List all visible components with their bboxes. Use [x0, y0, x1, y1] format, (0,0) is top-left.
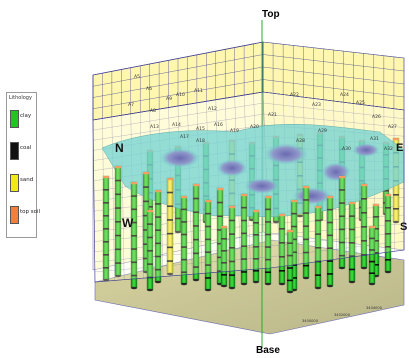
borehole-label: A17	[180, 134, 189, 140]
borehole-label: A27	[388, 124, 397, 130]
borehole-label: A11	[194, 88, 203, 94]
west-label: W	[122, 216, 134, 230]
front-boreholes	[102, 165, 392, 294]
legend-label: sand	[20, 177, 34, 183]
borehole-label: A26	[372, 114, 381, 120]
borehole-label: A22	[290, 92, 299, 98]
borehole-label: A15	[196, 126, 205, 132]
sand-swatch	[10, 174, 19, 192]
scale-ticks: 3400000 3402000 3404000	[302, 306, 383, 323]
cube-floor	[94, 239, 405, 335]
legend-title: Lithology	[9, 95, 32, 101]
borehole-label: A5	[134, 74, 140, 80]
top-soil-swatch	[10, 206, 19, 224]
scale-tick-label: 3402000	[334, 313, 351, 317]
lithology-legend: Lithology clay coal sand top soil	[6, 92, 40, 238]
legend-item-coal: coal	[7, 140, 36, 165]
legend-item-clay: clay	[7, 108, 36, 133]
borehole-label: A7	[128, 102, 134, 108]
south-label: S	[400, 221, 408, 233]
borehole-label: A6	[146, 86, 152, 92]
borehole-label: A24	[340, 92, 349, 98]
borehole-labels: A5 A6 A7 A8 A9 A10 A11 A12 A13 A14 A15 A16 A17 A18 A19…	[128, 74, 397, 152]
legend-item-sand: sand	[7, 172, 36, 197]
north-label: N	[115, 141, 124, 155]
borehole-label: A13	[150, 124, 159, 130]
scale-tick-label: 3404000	[366, 306, 383, 310]
borehole-label: A19	[230, 128, 239, 134]
borehole-label: A20	[250, 124, 259, 130]
borehole-label: A28	[296, 138, 305, 144]
top-axis-label: Top	[262, 9, 280, 20]
interpolated-surface	[101, 123, 405, 217]
borehole-label: A21	[268, 112, 277, 118]
legend-label: coal	[20, 145, 32, 151]
borehole-label: A8	[150, 108, 156, 114]
legend-item-top-soil: top soil	[7, 204, 40, 229]
borehole-label: A30	[342, 146, 351, 152]
legend-label: clay	[20, 113, 32, 119]
borehole-label: A32	[384, 146, 393, 152]
borehole-label: A12	[208, 106, 217, 112]
borehole-label: A16	[214, 122, 223, 128]
borehole-label: A29	[318, 128, 327, 134]
cube-front	[92, 91, 405, 283]
borehole-label: A31	[370, 136, 379, 142]
base-axis-label: Base	[256, 345, 280, 356]
borehole-label: A10	[176, 92, 185, 98]
borehole-label: A25	[356, 100, 365, 106]
scale-tick-label: 3400000	[302, 319, 319, 323]
legend-label: top soil	[20, 209, 41, 215]
borehole-label: A23	[312, 102, 321, 108]
borehole-label: A9	[166, 96, 172, 102]
borehole-label: A14	[172, 122, 181, 128]
coal-swatch	[10, 142, 19, 160]
borehole-label: A18	[196, 138, 205, 144]
east-label: E	[396, 142, 404, 154]
clay-swatch	[10, 110, 19, 128]
